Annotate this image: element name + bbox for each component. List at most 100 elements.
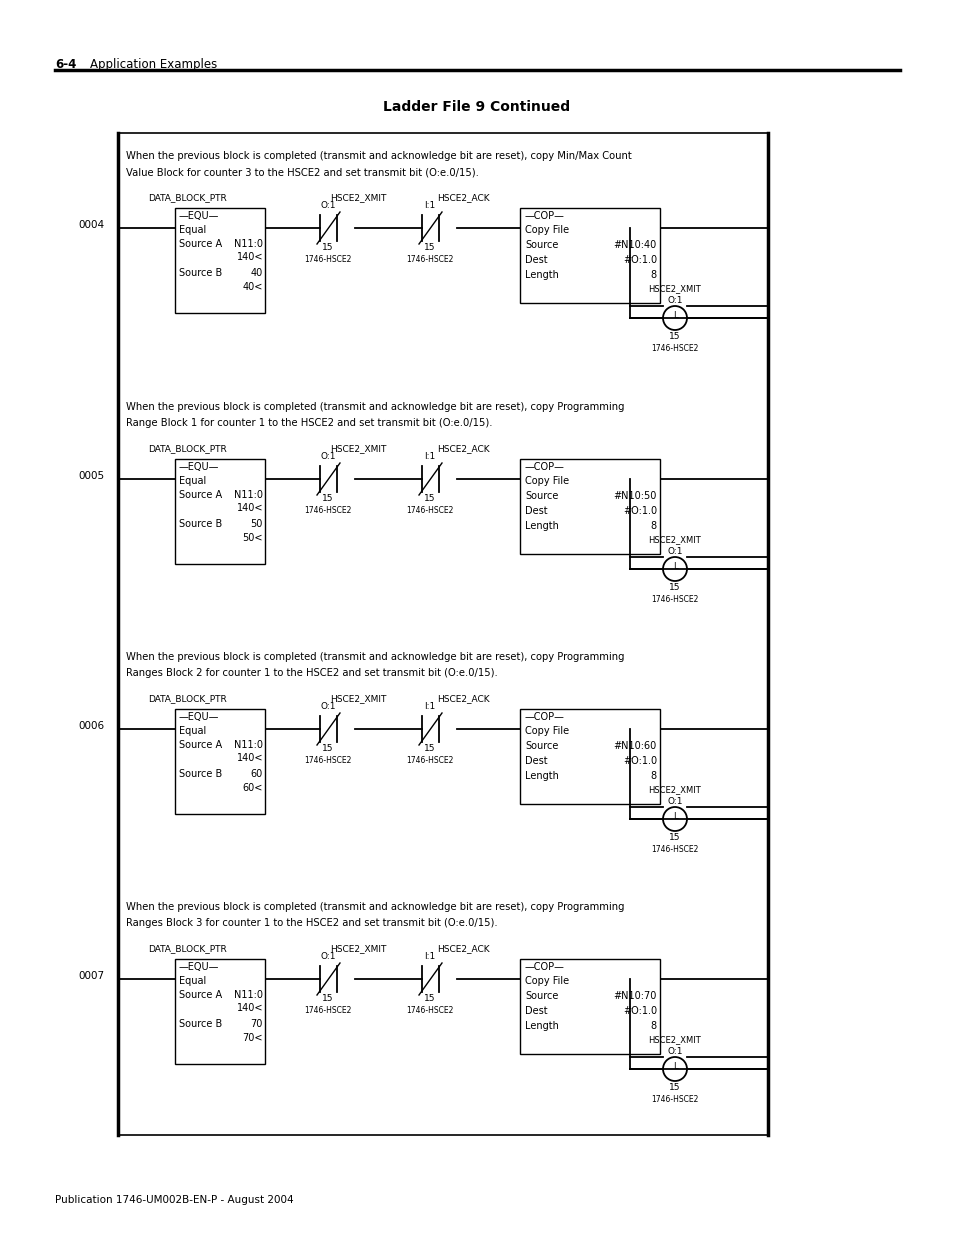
Text: 60: 60 bbox=[251, 769, 263, 779]
Bar bbox=[174, 709, 265, 814]
Text: When the previous block is completed (transmit and acknowledge bit are reset), c: When the previous block is completed (tr… bbox=[126, 652, 624, 662]
Text: #N10:50: #N10:50 bbox=[613, 492, 657, 501]
Text: DATA_BLOCK_PTR: DATA_BLOCK_PTR bbox=[148, 193, 227, 203]
Text: Source A: Source A bbox=[179, 740, 222, 750]
Text: #O:1.0: #O:1.0 bbox=[622, 1007, 657, 1016]
Text: #O:1.0: #O:1.0 bbox=[622, 756, 657, 766]
Text: 140<: 140< bbox=[236, 1003, 263, 1013]
Text: 15: 15 bbox=[424, 994, 436, 1003]
Text: Source B: Source B bbox=[179, 519, 222, 529]
Text: 1746-HSCE2: 1746-HSCE2 bbox=[406, 506, 454, 515]
Text: 1746-HSCE2: 1746-HSCE2 bbox=[651, 345, 698, 353]
Text: Range Block 1 for counter 1 to the HSCE2 and set transmit bit (O:e.0/15).: Range Block 1 for counter 1 to the HSCE2… bbox=[126, 417, 492, 429]
Text: HSCE2_XMIT: HSCE2_XMIT bbox=[648, 284, 700, 293]
Text: Ranges Block 3 for counter 1 to the HSCE2 and set transmit bit (O:e.0/15).: Ranges Block 3 for counter 1 to the HSCE… bbox=[126, 918, 497, 927]
Text: 15: 15 bbox=[424, 743, 436, 753]
Text: 15: 15 bbox=[424, 243, 436, 252]
Text: HSCE2_XMIT: HSCE2_XMIT bbox=[330, 694, 386, 703]
Text: —EQU—: —EQU— bbox=[179, 713, 219, 722]
Text: DATA_BLOCK_PTR: DATA_BLOCK_PTR bbox=[148, 944, 227, 953]
Text: Copy File: Copy File bbox=[524, 726, 569, 736]
Bar bbox=[174, 459, 265, 564]
Text: —COP—: —COP— bbox=[524, 211, 564, 221]
Text: Copy File: Copy File bbox=[524, 225, 569, 235]
Text: L: L bbox=[672, 1062, 677, 1071]
Text: 1746-HSCE2: 1746-HSCE2 bbox=[651, 595, 698, 604]
Text: 1746-HSCE2: 1746-HSCE2 bbox=[651, 1095, 698, 1104]
Text: Publication 1746-UM002B-EN-P - August 2004: Publication 1746-UM002B-EN-P - August 20… bbox=[55, 1195, 294, 1205]
Text: L: L bbox=[672, 811, 677, 821]
Text: 1746-HSCE2: 1746-HSCE2 bbox=[406, 254, 454, 264]
Text: HSCE2_ACK: HSCE2_ACK bbox=[436, 694, 489, 703]
Bar bbox=[519, 709, 659, 804]
Text: HSCE2_ACK: HSCE2_ACK bbox=[436, 445, 489, 453]
Text: O:1: O:1 bbox=[666, 296, 682, 305]
Text: 50: 50 bbox=[251, 519, 263, 529]
Text: Ranges Block 2 for counter 1 to the HSCE2 and set transmit bit (O:e.0/15).: Ranges Block 2 for counter 1 to the HSCE… bbox=[126, 668, 497, 678]
Text: Source: Source bbox=[524, 240, 558, 249]
Text: DATA_BLOCK_PTR: DATA_BLOCK_PTR bbox=[148, 445, 227, 453]
Text: Source: Source bbox=[524, 741, 558, 751]
Text: When the previous block is completed (transmit and acknowledge bit are reset), c: When the previous block is completed (tr… bbox=[126, 403, 624, 412]
Text: 1746-HSCE2: 1746-HSCE2 bbox=[304, 1007, 352, 1015]
Text: Value Block for counter 3 to the HSCE2 and set transmit bit (O:e.0/15).: Value Block for counter 3 to the HSCE2 a… bbox=[126, 167, 478, 177]
Text: Dest: Dest bbox=[524, 506, 547, 516]
Text: 15: 15 bbox=[669, 583, 680, 592]
Text: 0006: 0006 bbox=[78, 721, 104, 731]
Text: —EQU—: —EQU— bbox=[179, 211, 219, 221]
Text: 70<: 70< bbox=[242, 1032, 263, 1044]
Text: 140<: 140< bbox=[236, 252, 263, 262]
Text: 1746-HSCE2: 1746-HSCE2 bbox=[304, 506, 352, 515]
Text: 15: 15 bbox=[669, 332, 680, 341]
Text: Length: Length bbox=[524, 270, 558, 280]
Text: HSCE2_ACK: HSCE2_ACK bbox=[436, 944, 489, 953]
Text: Copy File: Copy File bbox=[524, 976, 569, 986]
Text: 8: 8 bbox=[650, 771, 657, 781]
Text: HSCE2_ACK: HSCE2_ACK bbox=[436, 193, 489, 203]
Text: #O:1.0: #O:1.0 bbox=[622, 254, 657, 266]
Bar bbox=[118, 133, 767, 1135]
Text: O:1: O:1 bbox=[666, 1047, 682, 1056]
Text: 140<: 140< bbox=[236, 753, 263, 763]
Text: Source B: Source B bbox=[179, 769, 222, 779]
Bar bbox=[519, 207, 659, 303]
Text: O:1: O:1 bbox=[320, 201, 335, 210]
Text: Equal: Equal bbox=[179, 726, 206, 736]
Text: I:1: I:1 bbox=[424, 701, 436, 711]
Text: Equal: Equal bbox=[179, 475, 206, 487]
Text: —COP—: —COP— bbox=[524, 713, 564, 722]
Text: O:1: O:1 bbox=[320, 952, 335, 961]
Text: 1746-HSCE2: 1746-HSCE2 bbox=[651, 845, 698, 853]
Bar bbox=[174, 960, 265, 1065]
Text: 15: 15 bbox=[322, 994, 334, 1003]
Text: 6-4: 6-4 bbox=[55, 58, 76, 70]
Text: When the previous block is completed (transmit and acknowledge bit are reset), c: When the previous block is completed (tr… bbox=[126, 902, 624, 911]
Text: DATA_BLOCK_PTR: DATA_BLOCK_PTR bbox=[148, 694, 227, 703]
Text: HSCE2_XMIT: HSCE2_XMIT bbox=[330, 445, 386, 453]
Text: #N10:40: #N10:40 bbox=[613, 240, 657, 249]
Text: Source A: Source A bbox=[179, 990, 222, 1000]
Text: O:1: O:1 bbox=[320, 452, 335, 461]
Text: HSCE2_XMIT: HSCE2_XMIT bbox=[648, 785, 700, 794]
Text: 1746-HSCE2: 1746-HSCE2 bbox=[304, 756, 352, 764]
Text: 40: 40 bbox=[251, 268, 263, 278]
Text: HSCE2_XMIT: HSCE2_XMIT bbox=[330, 193, 386, 203]
Text: —EQU—: —EQU— bbox=[179, 962, 219, 972]
Text: L: L bbox=[672, 562, 677, 571]
Text: Source B: Source B bbox=[179, 268, 222, 278]
Text: Length: Length bbox=[524, 521, 558, 531]
Text: HSCE2_XMIT: HSCE2_XMIT bbox=[648, 1035, 700, 1044]
Text: 8: 8 bbox=[650, 521, 657, 531]
Text: 15: 15 bbox=[322, 243, 334, 252]
Text: Equal: Equal bbox=[179, 976, 206, 986]
Text: Dest: Dest bbox=[524, 254, 547, 266]
Text: L: L bbox=[672, 311, 677, 320]
Text: 1746-HSCE2: 1746-HSCE2 bbox=[304, 254, 352, 264]
Text: 0005: 0005 bbox=[78, 471, 104, 480]
Text: 15: 15 bbox=[669, 1083, 680, 1092]
Text: 50<: 50< bbox=[242, 534, 263, 543]
Text: 1746-HSCE2: 1746-HSCE2 bbox=[406, 1007, 454, 1015]
Text: N11:0: N11:0 bbox=[233, 740, 263, 750]
Text: #O:1.0: #O:1.0 bbox=[622, 506, 657, 516]
Text: 0007: 0007 bbox=[78, 971, 104, 981]
